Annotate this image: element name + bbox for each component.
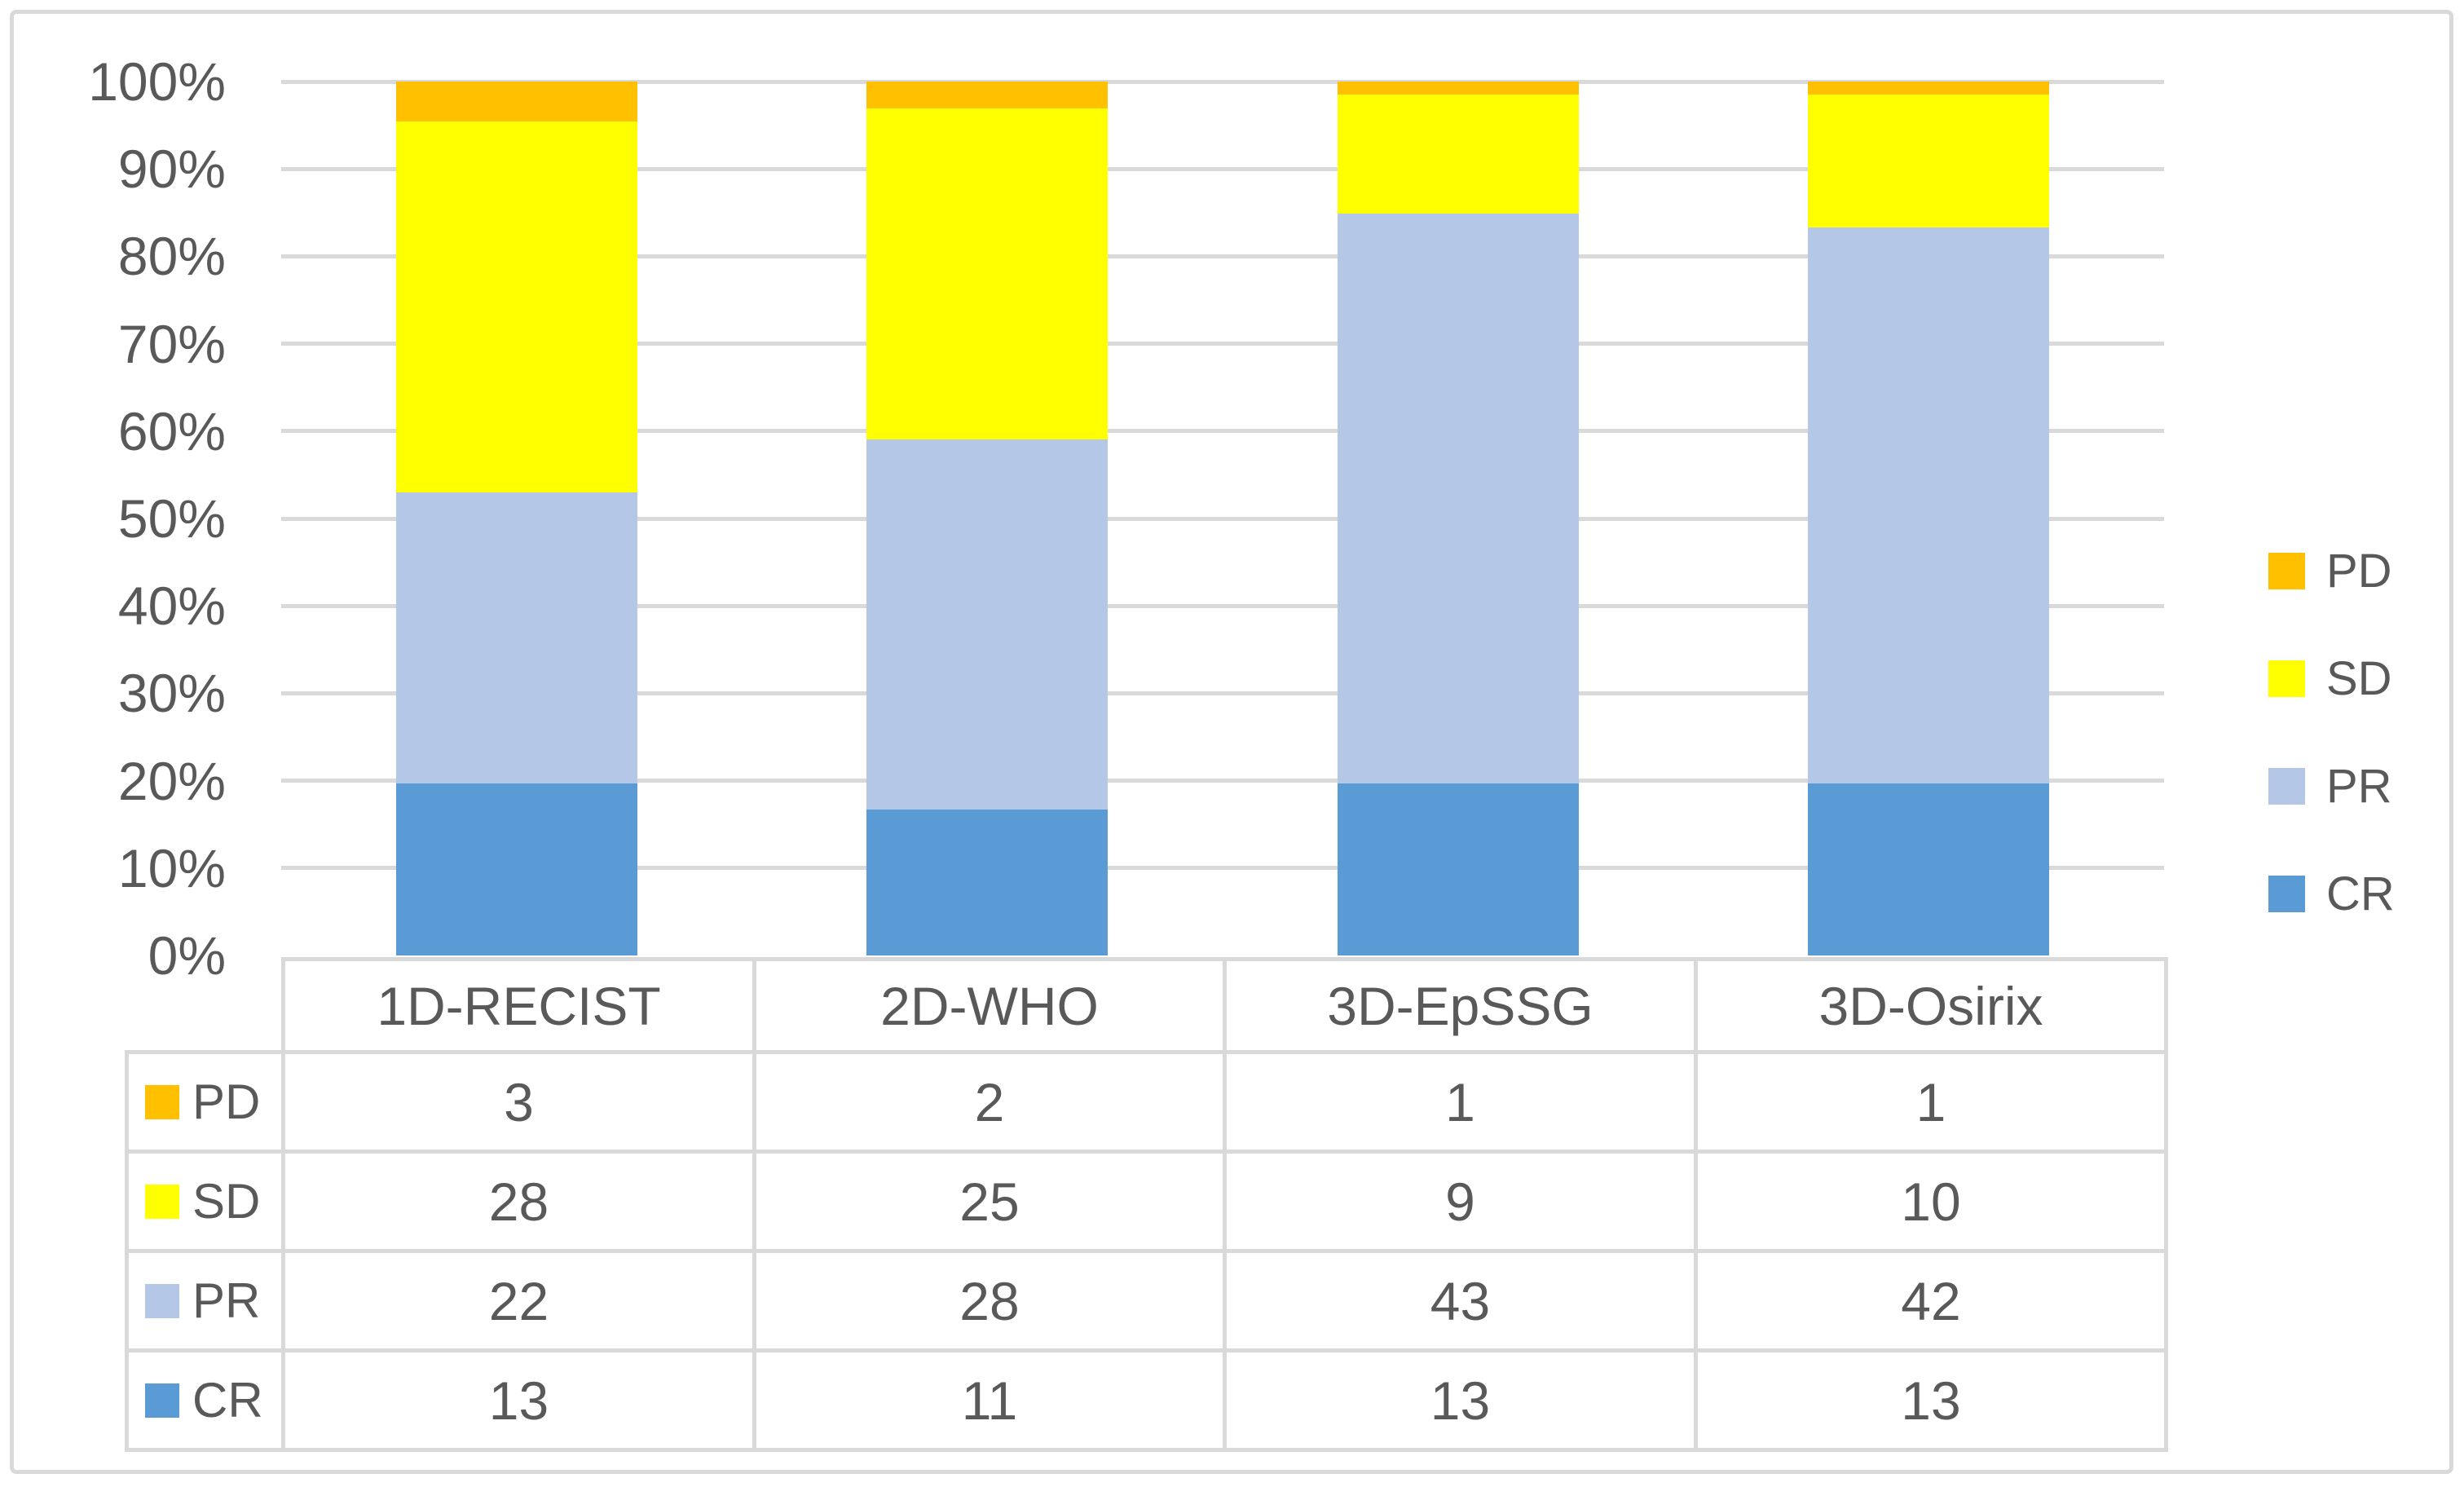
gridline-80 (281, 254, 2164, 258)
bar-segment-PR-1D-RECIST (395, 492, 637, 783)
bar-segment-SD-1D-RECIST (395, 121, 637, 492)
legend-item-PR: PR (2268, 760, 2395, 813)
y-tick-label-50: 50% (117, 488, 226, 549)
legend-label: PR (2326, 760, 2392, 813)
bar-segment-SD-3D-EpSSG (1337, 95, 1579, 214)
table-row-label-cell-CR: CR (125, 1348, 285, 1452)
table-cell-PD-3D-EpSSG: 1 (1223, 1050, 1698, 1154)
table-cell-PD-1D-RECIST: 3 (281, 1050, 756, 1154)
bar-segment-CR-2D-WHO (866, 810, 1109, 955)
table-cell-SD-2D-WHO: 25 (752, 1149, 1227, 1253)
legend-item-PD: PD (2268, 545, 2395, 598)
table-row-SD: SD 28 25 9 10 (125, 1149, 2168, 1253)
gridline-10 (281, 866, 2164, 871)
table-cell-CR-2D-WHO: 11 (752, 1348, 1227, 1452)
table-cell-PR-3D-Osirix: 42 (1694, 1249, 2168, 1352)
bar-segment-CR-3D-Osirix (1808, 783, 2050, 955)
gridline-70 (281, 342, 2164, 346)
y-tick-label-100: 100% (88, 51, 226, 112)
y-tick-label-90: 90% (117, 139, 226, 200)
table-cell-CR-3D-Osirix: 13 (1694, 1348, 2168, 1452)
table-cell-CR-1D-RECIST: 13 (281, 1348, 756, 1452)
y-tick-label-40: 40% (117, 576, 226, 637)
bar-segment-SD-2D-WHO (866, 108, 1109, 439)
table-row-label: CR (192, 1372, 263, 1427)
table-cell-PR-3D-EpSSG: 43 (1223, 1249, 1698, 1352)
data-table: 1D-RECIST 2D-WHO 3D-EpSSG 3D-Osirix PD 3 2 1 1 SD… (125, 957, 2168, 1452)
table-header-3D-EpSSG: 3D-EpSSG (1223, 957, 1698, 1054)
bar-1D-RECIST (395, 82, 637, 955)
table-row-swatch-CR (145, 1383, 179, 1418)
bar-segment-PD-2D-WHO (866, 82, 1109, 108)
figure-border (10, 10, 2453, 1474)
gridline-60 (281, 429, 2164, 434)
bar-segment-PD-3D-EpSSG (1337, 82, 1579, 95)
table-header-1D-RECIST: 1D-RECIST (281, 957, 756, 1054)
table-cell-PR-2D-WHO: 28 (752, 1249, 1227, 1352)
legend-label: CR (2326, 867, 2395, 920)
table-row-swatch-PR (145, 1283, 179, 1318)
table-row-PR: PR 22 28 43 42 (125, 1249, 2168, 1352)
legend-label: SD (2326, 652, 2392, 705)
gridline-100 (281, 79, 2164, 84)
table-row-label: PD (192, 1074, 261, 1129)
table-cell-SD-3D-EpSSG: 9 (1223, 1149, 1698, 1253)
table-cell-SD-3D-Osirix: 10 (1694, 1149, 2168, 1253)
table-header-2D-WHO: 2D-WHO (752, 957, 1227, 1054)
bar-segment-PR-2D-WHO (866, 439, 1109, 810)
legend-item-SD: SD (2268, 652, 2395, 705)
legend-swatch-PR (2268, 768, 2305, 805)
table-cell-CR-3D-EpSSG: 13 (1223, 1348, 1698, 1452)
gridline-30 (281, 691, 2164, 695)
y-tick-label-20: 20% (117, 750, 226, 811)
bar-segment-CR-3D-EpSSG (1337, 783, 1579, 955)
table-row-PD: PD 3 2 1 1 (125, 1050, 2168, 1154)
table-row-swatch-PD (145, 1084, 179, 1119)
gridline-20 (281, 779, 2164, 783)
bar-segment-PD-1D-RECIST (395, 82, 637, 121)
y-tick-label-0: 0% (148, 925, 226, 986)
table-row-CR: CR 13 11 13 13 (125, 1348, 2168, 1452)
gridline-90 (281, 166, 2164, 171)
bar-segment-PR-3D-EpSSG (1337, 214, 1579, 783)
table-cell-PD-3D-Osirix: 1 (1694, 1050, 2168, 1154)
table-corner-cell (127, 960, 284, 1052)
table-row-swatch-SD (145, 1184, 179, 1219)
y-tick-label-30: 30% (117, 663, 226, 724)
table-row-label: SD (192, 1173, 261, 1229)
table-row-label-cell-PR: PR (125, 1249, 285, 1352)
legend-swatch-CR (2268, 876, 2305, 912)
bar-3D-Osirix (1808, 82, 2050, 955)
y-tick-label-10: 10% (117, 837, 226, 898)
y-tick-label-70: 70% (117, 313, 226, 374)
table-cell-PD-2D-WHO: 2 (752, 1050, 1227, 1154)
table-row-label-cell-SD: SD (125, 1149, 285, 1253)
table-row-label: PR (192, 1273, 261, 1328)
legend: PD SD PR CR (2268, 545, 2395, 920)
plot-area (281, 79, 2164, 955)
gridline-50 (281, 516, 2164, 521)
table-row-label-cell-PD: PD (125, 1050, 285, 1154)
bar-segment-CR-1D-RECIST (395, 783, 637, 955)
legend-label: PD (2326, 545, 2392, 598)
y-tick-label-80: 80% (117, 226, 226, 287)
legend-swatch-SD (2268, 660, 2305, 697)
y-tick-label-60: 60% (117, 400, 226, 461)
table-cell-PR-1D-RECIST: 22 (281, 1249, 756, 1352)
table-cell-SD-1D-RECIST: 28 (281, 1149, 756, 1253)
legend-item-CR: CR (2268, 867, 2395, 920)
legend-swatch-PD (2268, 553, 2305, 589)
bar-segment-PR-3D-Osirix (1808, 227, 2050, 783)
gridline-40 (281, 603, 2164, 608)
bar-2D-WHO (866, 82, 1109, 955)
bar-segment-PD-3D-Osirix (1808, 82, 2050, 95)
bar-3D-EpSSG (1337, 82, 1579, 955)
bar-segment-SD-3D-Osirix (1808, 95, 2050, 227)
table-header-3D-Osirix: 3D-Osirix (1694, 957, 2168, 1054)
